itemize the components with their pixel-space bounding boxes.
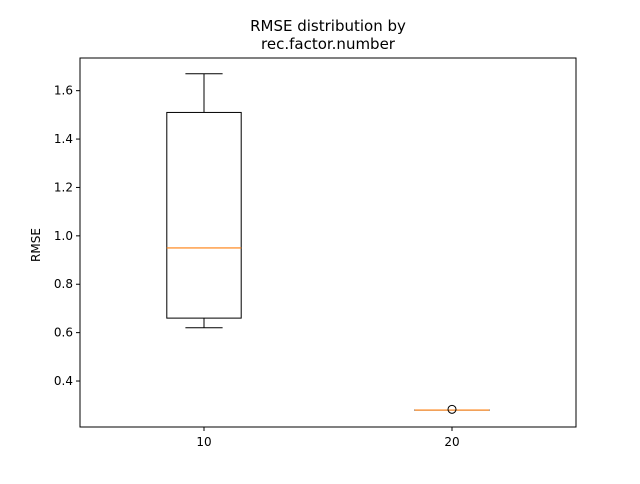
y-tick-label: 0.8: [54, 277, 73, 291]
plot-frame: [80, 58, 576, 427]
y-tick-label: 1.6: [54, 84, 73, 98]
x-tick-label: 20: [444, 435, 459, 449]
chart-title-line-2: rec.factor.number: [261, 35, 396, 53]
y-tick-label: 1.2: [54, 180, 73, 194]
y-axis-label: RMSE: [29, 228, 43, 262]
y-tick-label: 1.0: [54, 229, 73, 243]
plot-area: 0.4 0.6 0.8 1.0 1.2 1.4 1.6 10 20: [54, 58, 576, 449]
chart-title-line-1: RMSE distribution by: [250, 17, 406, 35]
box-body: [167, 112, 241, 318]
y-tick-label: 1.4: [54, 132, 73, 146]
x-tick-label: 10: [196, 435, 211, 449]
box-outlier: [448, 405, 456, 413]
y-tick-label: 0.6: [54, 326, 73, 340]
y-tick-label: 0.4: [54, 374, 73, 388]
